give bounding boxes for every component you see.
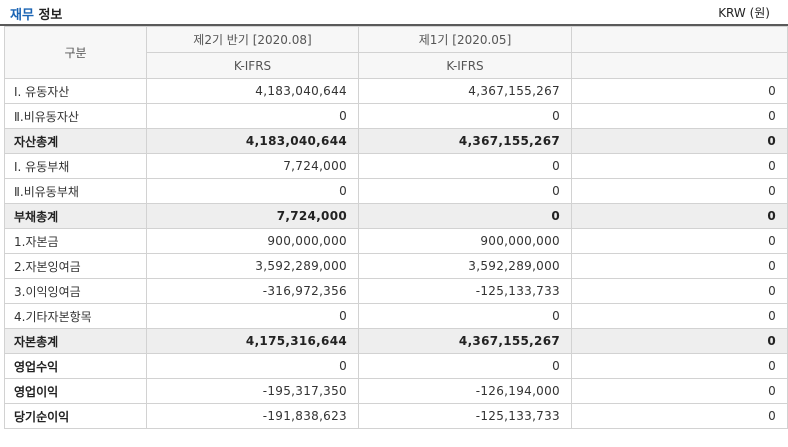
row-value: 0 [571,378,788,404]
table-row: 2.자본잉여금 3,592,289,000 3,592,289,000 0 [4,253,788,279]
row-value: 3,592,289,000 [358,253,572,279]
row-label: 1.자본금 [4,228,147,254]
row-value: 4,183,040,644 [146,128,359,154]
row-value: 0 [146,103,359,129]
row-label: Ⅰ. 유동부채 [4,153,147,179]
row-value: 0 [571,228,788,254]
row-value: 4,367,155,267 [358,328,572,354]
table-row: 1.자본금 900,000,000 900,000,000 0 [4,228,788,254]
table-row: Ⅱ.비유동부채 0 0 0 [4,178,788,204]
row-label: 당기순이익 [4,403,147,429]
row-label: 영업이익 [4,378,147,404]
row-value: -191,838,623 [146,403,359,429]
row-value: 0 [571,178,788,204]
row-value: 0 [571,353,788,379]
period-header-1: 제2기 반기 [2020.08] [146,26,359,53]
row-value: -125,133,733 [358,403,572,429]
table-row: Ⅰ. 유동자산 4,183,040,644 4,367,155,267 0 [4,78,788,104]
row-value: 0 [358,178,572,204]
period-header-2: 제1기 [2020.05] [358,26,572,53]
row-value: 3,592,289,000 [146,253,359,279]
standard-header-row: K-IFRS K-IFRS [5,52,788,79]
row-label: 자산총계 [4,128,147,154]
section-header: 재무 정보 KRW (원) [0,0,788,26]
row-label: 4.기타자본항목 [4,303,147,329]
period-header-row: 구분 제2기 반기 [2020.08] 제1기 [2020.05] [4,26,788,79]
row-value: 4,183,040,644 [146,78,359,104]
row-value: 0 [571,403,788,429]
row-value: 900,000,000 [358,228,572,254]
row-value: 0 [571,253,788,279]
title-accent: 재무 [10,8,34,23]
row-value: 0 [358,153,572,179]
row-label: Ⅱ.비유동부채 [4,178,147,204]
row-value: 0 [571,328,788,354]
currency-unit: KRW (원) [718,6,770,20]
row-value: 7,724,000 [146,203,359,229]
row-value: 4,367,155,267 [358,78,572,104]
table-row: 부채총계 7,724,000 0 0 [4,203,788,229]
table-row: 3.이익잉여금 -316,972,356 -125,133,733 0 [4,278,788,304]
row-value: 4,175,316,644 [146,328,359,354]
row-value: -126,194,000 [358,378,572,404]
category-header: 구분 [4,26,147,79]
row-value: 0 [571,303,788,329]
row-value: 4,367,155,267 [358,128,572,154]
row-value: 7,724,000 [146,153,359,179]
row-label: 자본총계 [4,328,147,354]
section-title: 재무 정보 [10,4,62,23]
table-row: 4.기타자본항목 0 0 0 [4,303,788,329]
row-value: 0 [571,153,788,179]
table-row: Ⅱ.비유동자산 0 0 0 [4,103,788,129]
standard-header-3 [571,52,788,79]
row-value: 0 [571,128,788,154]
row-value: -125,133,733 [358,278,572,304]
row-value: 0 [358,303,572,329]
row-label: 부채총계 [4,203,147,229]
standard-header-2: K-IFRS [358,52,572,79]
row-value: 0 [358,353,572,379]
table-row: 영업수익 0 0 0 [4,353,788,379]
row-label: 3.이익잉여금 [4,278,147,304]
table-row: 당기순이익 -191,838,623 -125,133,733 0 [4,403,788,429]
period-header-3 [571,26,788,53]
table-row: 자산총계 4,183,040,644 4,367,155,267 0 [4,128,788,154]
financial-table: 구분 제2기 반기 [2020.08] 제1기 [2020.05] K-IFRS… [4,26,788,429]
row-value: -195,317,350 [146,378,359,404]
row-value: 0 [571,278,788,304]
title-rest: 정보 [33,8,63,23]
standard-header-1: K-IFRS [146,52,359,79]
table-row: 자본총계 4,175,316,644 4,367,155,267 0 [4,328,788,354]
table-row: 영업이익 -195,317,350 -126,194,000 0 [4,378,788,404]
row-value: 0 [571,78,788,104]
row-value: 900,000,000 [146,228,359,254]
row-value: 0 [571,103,788,129]
row-value: 0 [146,353,359,379]
table-row: Ⅰ. 유동부채 7,724,000 0 0 [4,153,788,179]
row-label: Ⅱ.비유동자산 [4,103,147,129]
row-value: 0 [146,303,359,329]
row-value: 0 [358,203,572,229]
row-value: 0 [358,103,572,129]
row-label: Ⅰ. 유동자산 [4,78,147,104]
row-value: 0 [146,178,359,204]
row-label: 2.자본잉여금 [4,253,147,279]
row-value: 0 [571,203,788,229]
row-label: 영업수익 [4,353,147,379]
row-value: -316,972,356 [146,278,359,304]
